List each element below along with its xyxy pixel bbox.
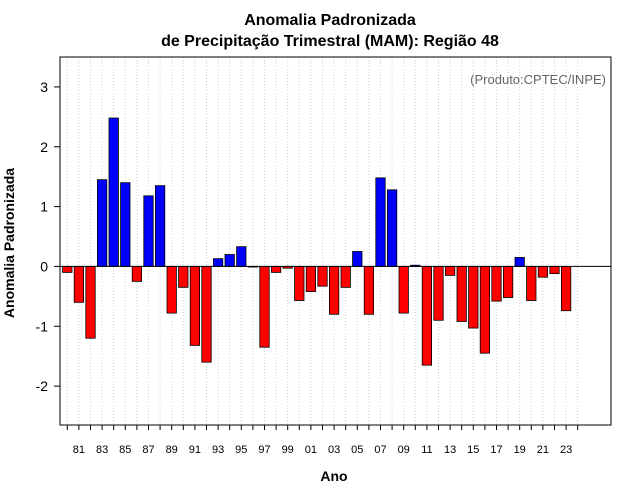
x-tick-label: 23: [560, 444, 572, 456]
x-tick-label: 03: [328, 444, 340, 456]
y-tick-label: 3: [40, 79, 48, 95]
x-tick-label: 85: [119, 444, 131, 456]
x-tick-label: 97: [258, 444, 270, 456]
bar-23: [561, 266, 572, 312]
y-tick-label: 1: [40, 199, 48, 215]
x-axis-label: Ano: [320, 468, 347, 484]
bar-97: [259, 266, 270, 348]
x-tick-label: 93: [212, 444, 224, 456]
bar-88: [154, 185, 166, 267]
bar-17: [491, 266, 502, 302]
bars: [62, 117, 572, 366]
bar-08: [386, 189, 398, 267]
bar-02: [317, 266, 328, 287]
x-tick-label: 05: [351, 444, 363, 456]
bar-80: [62, 266, 73, 273]
bar-03: [328, 266, 340, 315]
bar-07: [375, 177, 386, 267]
bar-86: [131, 266, 142, 282]
plot-frame: [59, 56, 612, 426]
y-axis: -2 -1 0 1 2 3: [36, 79, 60, 394]
bar-04: [340, 266, 351, 288]
bar-14: [456, 266, 467, 322]
x-tick-label: 21: [537, 444, 549, 456]
x-tick-label: 99: [282, 444, 294, 456]
x-tick-label: 95: [235, 444, 247, 456]
bar-83: [97, 179, 108, 267]
bar-11: [421, 266, 433, 366]
bar-13: [444, 266, 456, 276]
bar-01: [305, 266, 317, 292]
y-tick-label: -2: [36, 378, 49, 394]
bar-98: [270, 266, 282, 273]
bar-20: [526, 266, 537, 301]
bar-06: [363, 266, 375, 315]
x-axis: 81 83 85 87 89 91 93 95 97 99 01 03 05 07 09 11 13 15 17 19…: [66, 425, 579, 456]
x-tick-label: 81: [73, 444, 85, 456]
bar-81: [73, 266, 84, 303]
bar-22: [549, 266, 560, 275]
bar-90: [178, 266, 189, 288]
x-tick-label: 07: [374, 444, 386, 456]
x-tick-label: 91: [189, 444, 201, 456]
bar-91: [189, 266, 200, 346]
bar-93: [212, 258, 224, 267]
y-axis-label: Anomalia Padronizada: [1, 168, 17, 318]
bar-16: [479, 266, 491, 354]
chart-title-line2: de Precipitação Trimestral (MAM): Região…: [161, 33, 499, 50]
x-tick-label: 01: [305, 444, 317, 456]
x-tick-label: 87: [142, 444, 154, 456]
x-tick-label: 19: [514, 444, 526, 456]
bar-85: [120, 182, 131, 267]
bar-19: [514, 257, 525, 267]
x-tick-label: 83: [96, 444, 108, 456]
bar-00: [294, 266, 305, 301]
y-tick-label: 0: [40, 258, 48, 274]
x-tick-label: 17: [490, 444, 502, 456]
bar-95: [236, 246, 247, 267]
bar-15: [468, 266, 479, 329]
bar-87: [143, 195, 154, 267]
chart-title-line1: Anomalia Padronizada: [244, 12, 416, 29]
y-tick-label: 2: [40, 139, 48, 155]
bar-12: [433, 266, 444, 321]
bar-82: [85, 266, 96, 339]
bar-92: [201, 266, 212, 363]
bar-89: [166, 266, 177, 314]
x-tick-label: 15: [467, 444, 479, 456]
bar-84: [108, 117, 119, 267]
credit-label: (Produto:CPTEC/INPE): [470, 72, 606, 87]
x-tick-label: 13: [444, 444, 456, 456]
x-tick-label: 89: [166, 444, 178, 456]
bar-09: [398, 266, 409, 314]
x-tick-label: 11: [421, 444, 432, 456]
grid-lines: [66, 57, 579, 425]
bar-18: [502, 266, 514, 298]
y-tick-label: -1: [36, 318, 49, 334]
bar-94: [224, 254, 235, 267]
bar-21: [537, 266, 549, 278]
bar-05: [352, 251, 363, 267]
x-tick-label: 09: [398, 444, 410, 456]
